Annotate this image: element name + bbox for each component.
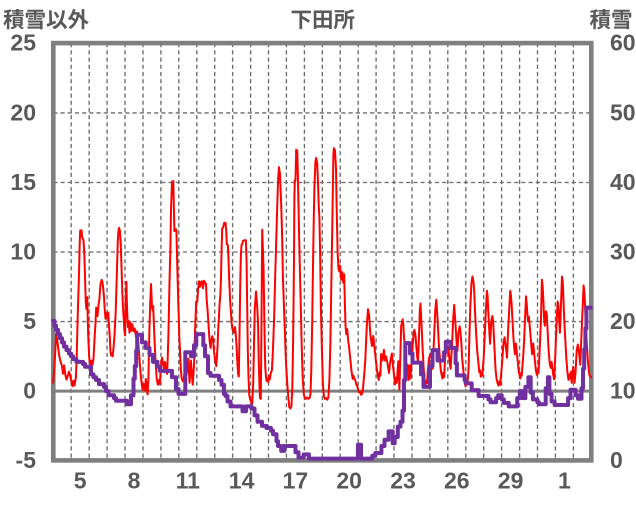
svg-text:26: 26 bbox=[444, 468, 470, 494]
svg-text:60: 60 bbox=[610, 30, 636, 56]
svg-text:30: 30 bbox=[610, 239, 636, 265]
svg-text:50: 50 bbox=[610, 99, 636, 125]
svg-text:17: 17 bbox=[283, 468, 309, 494]
svg-text:5: 5 bbox=[23, 308, 36, 334]
svg-text:20: 20 bbox=[336, 468, 362, 494]
svg-text:1: 1 bbox=[558, 468, 571, 494]
svg-text:11: 11 bbox=[176, 468, 201, 494]
svg-text:10: 10 bbox=[610, 378, 636, 404]
svg-text:0: 0 bbox=[23, 378, 36, 404]
svg-text:40: 40 bbox=[610, 169, 636, 195]
svg-text:14: 14 bbox=[229, 468, 255, 494]
svg-text:20: 20 bbox=[610, 308, 636, 334]
svg-text:10: 10 bbox=[10, 239, 36, 265]
svg-text:25: 25 bbox=[10, 30, 36, 56]
svg-text:-5: -5 bbox=[16, 447, 37, 473]
svg-text:20: 20 bbox=[10, 99, 36, 125]
svg-text:29: 29 bbox=[498, 468, 524, 494]
svg-text:0: 0 bbox=[610, 447, 623, 473]
svg-text:15: 15 bbox=[10, 169, 36, 195]
svg-text:23: 23 bbox=[390, 468, 416, 494]
svg-text:8: 8 bbox=[128, 468, 141, 494]
svg-text:5: 5 bbox=[74, 468, 87, 494]
